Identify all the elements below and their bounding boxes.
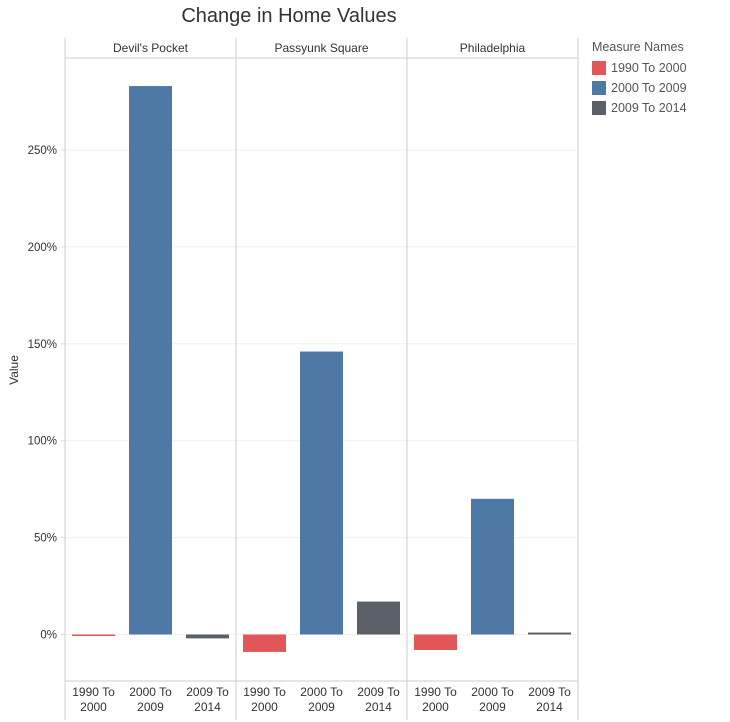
legend-item[interactable]: 2009 To 2014 bbox=[592, 98, 687, 118]
y-tick-label: 0% bbox=[40, 630, 57, 642]
legend-swatch bbox=[592, 101, 606, 115]
x-tick-label: 2000 To bbox=[300, 685, 343, 699]
panel-header: Devil's Pocket bbox=[113, 41, 189, 55]
legend-item[interactable]: 2000 To 2009 bbox=[592, 78, 687, 98]
x-tick-label: 2014 bbox=[194, 700, 221, 714]
x-tick-label: 2009 To bbox=[357, 685, 400, 699]
bar bbox=[300, 351, 343, 635]
legend-title: Measure Names bbox=[592, 40, 684, 54]
x-tick-label: 2000 bbox=[422, 700, 449, 714]
y-axis-label: Value bbox=[7, 355, 21, 385]
x-tick-label: 1990 To bbox=[243, 685, 286, 699]
bar bbox=[129, 86, 172, 635]
y-tick-label: 250% bbox=[28, 145, 57, 157]
bar bbox=[528, 632, 571, 635]
y-tick-label: 100% bbox=[28, 436, 57, 448]
x-tick-label: 2009 To bbox=[528, 685, 571, 699]
x-tick-label: 1990 To bbox=[72, 685, 115, 699]
x-tick-label: 2000 bbox=[80, 700, 107, 714]
legend-label: 1990 To 2000 bbox=[611, 61, 687, 75]
x-tick-label: 2014 bbox=[365, 700, 392, 714]
bar bbox=[357, 601, 400, 635]
legend-label: 2009 To 2014 bbox=[611, 101, 687, 115]
x-tick-label: 2000 bbox=[251, 700, 278, 714]
chart-title: Change in Home Values bbox=[181, 5, 397, 27]
bar bbox=[414, 634, 457, 651]
legend-swatch bbox=[592, 61, 606, 75]
legend-item[interactable]: 1990 To 2000 bbox=[592, 58, 687, 78]
legend-swatch bbox=[592, 81, 606, 95]
x-tick-label: 2009 bbox=[308, 700, 335, 714]
legend: Measure Names 1990 To 2000 2000 To 2009 20… bbox=[592, 40, 687, 118]
x-tick-label: 2000 To bbox=[471, 685, 514, 699]
y-tick-label: 50% bbox=[34, 533, 57, 545]
panel-header: Passyunk Square bbox=[274, 41, 368, 55]
x-tick-label: 2009 To bbox=[186, 685, 229, 699]
bar bbox=[72, 634, 115, 636]
x-tick-label: 1990 To bbox=[414, 685, 457, 699]
y-tick-label: 200% bbox=[28, 242, 57, 254]
x-tick-label: 2014 bbox=[536, 700, 563, 714]
x-tick-label: 2009 bbox=[479, 700, 506, 714]
x-tick-label: 2009 bbox=[137, 700, 164, 714]
x-tick-label: 2000 To bbox=[129, 685, 172, 699]
legend-label: 2000 To 2009 bbox=[611, 81, 687, 95]
bar bbox=[243, 634, 286, 652]
bar bbox=[186, 634, 229, 639]
panel-header: Philadelphia bbox=[460, 41, 526, 55]
y-tick-label: 150% bbox=[28, 339, 57, 351]
bar bbox=[471, 498, 514, 635]
